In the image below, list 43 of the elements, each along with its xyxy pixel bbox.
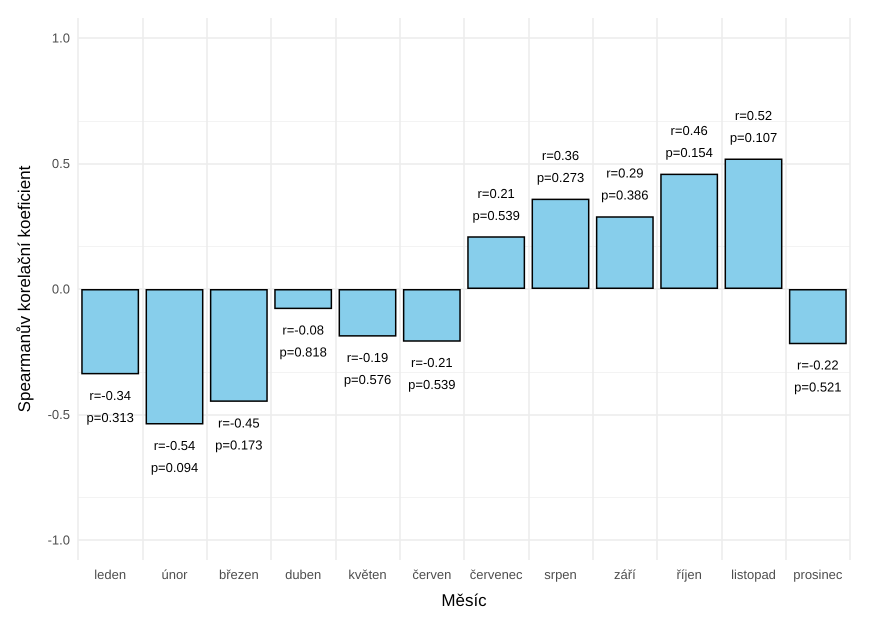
x-tick-label: červenec [470,567,524,582]
x-tick-label: říjen [676,567,702,582]
bar [596,216,654,289]
bar [338,289,396,337]
x-tick-label: srpen [544,567,577,582]
bar [210,289,268,402]
x-tick-label: listopad [731,567,776,582]
x-tick-label: duben [285,567,322,582]
bar [402,289,461,342]
bar [788,289,847,344]
y-tick-label: -1.0 [48,532,70,548]
y-tick-label: 0.0 [52,282,70,296]
data-label: r=0.52 p=0.107 [730,108,778,146]
x-tick-label: březen [218,567,259,582]
bar [532,198,590,289]
x-tick-label: leden [94,567,126,582]
x-tick-label: prosinec [793,567,843,582]
bar [660,174,718,289]
data-label: r=-0.08 p=0.818 [279,322,327,360]
data-label: r=-0.54 p=0.094 [150,438,198,475]
bar [724,158,782,289]
bar [81,289,140,374]
data-label: r=0.29 p=0.386 [601,166,649,203]
data-label: r=0.46 p=0.154 [665,123,713,160]
data-label: r=-0.19 p=0.576 [344,350,392,388]
y-tick-label: 0.5 [52,156,70,172]
x-tick-label: září [614,567,636,582]
data-label: r=-0.45 p=0.173 [215,415,263,452]
data-label: r=-0.34 p=0.313 [86,388,134,425]
x-tick-label: červen [412,567,452,582]
bar [146,289,204,424]
x-tick-label: květen [348,567,387,582]
bar [274,289,332,310]
data-label: r=0.21 p=0.539 [472,186,520,223]
data-label: r=-0.21 p=0.539 [408,355,456,392]
data-label: r=0.36 p=0.273 [536,148,584,186]
y-axis-title: Spearmanův korelační koeficient [15,165,34,412]
x-axis-title: Měsíc [441,591,488,610]
data-label: r=-0.22 p=0.521 [794,358,842,395]
bar [467,236,526,289]
x-tick-label: únor [161,567,188,582]
y-tick-label: -0.5 [48,406,70,422]
y-tick-label: 1.0 [52,30,70,46]
